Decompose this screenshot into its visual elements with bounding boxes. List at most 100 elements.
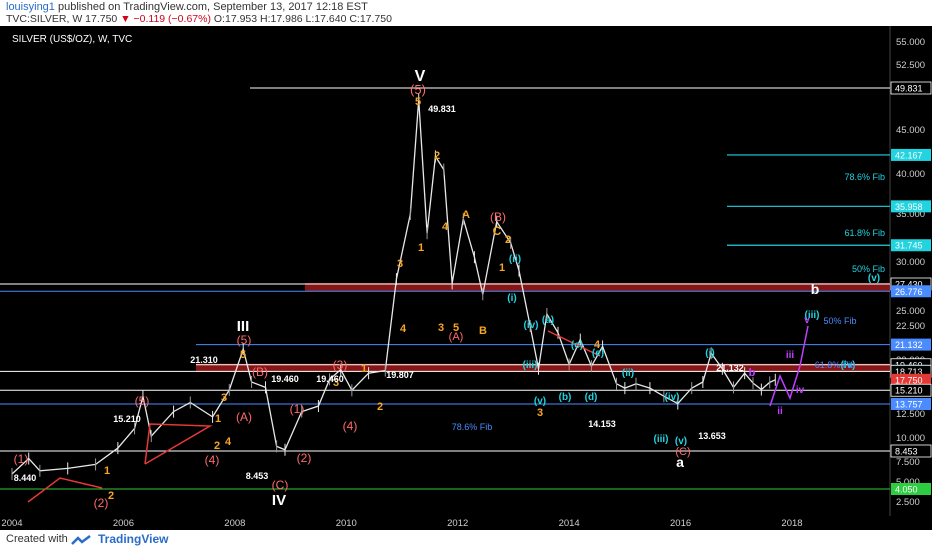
wave-label: 19.460 <box>271 374 299 384</box>
price-tag-bg <box>891 338 931 351</box>
created-with-label: Created with <box>6 533 68 545</box>
tradingview-brand[interactable]: TradingView <box>98 532 169 546</box>
price-tag-bg <box>890 444 932 458</box>
x-tick-label: 2016 <box>670 518 691 529</box>
wave-label: (ii) <box>622 368 634 379</box>
wave-label: 1 <box>361 363 367 375</box>
wave-label: (1) <box>14 452 29 466</box>
wave-label: 8.440 <box>14 473 37 483</box>
publish-line: louisying1 published on TradingView.com,… <box>6 1 368 13</box>
price-tag-label: 15.210 <box>895 386 923 396</box>
wave-label: 5 <box>453 322 459 334</box>
wave-label: 3 <box>397 258 403 270</box>
price-tag-bg <box>891 373 931 386</box>
wave-label: (B) <box>252 365 268 379</box>
price-tag-label: 42.167 <box>895 150 923 160</box>
chart-area[interactable]: SILVER (US$/OZ), W, TVC55.00052.50050.00… <box>0 26 932 530</box>
wave-label: 78.6% Fib <box>452 422 493 432</box>
price-tag-label: 17.750 <box>895 375 923 385</box>
wave-label: 4 <box>594 339 601 351</box>
x-tick-label: 2014 <box>559 518 580 529</box>
price-change: ▼ −0.119 (−0.67%) <box>120 13 211 25</box>
published-text: published on TradingView.com, September … <box>57 1 368 13</box>
wave-label: 21.132 <box>716 363 744 373</box>
wave-label: 4 <box>225 436 232 448</box>
wave-label: (4) <box>343 419 358 433</box>
y-tick-label: 5.000 <box>896 477 920 488</box>
wave-label: iii <box>786 350 795 361</box>
wave-label: (1) <box>290 402 305 416</box>
wave-label: (i) <box>507 293 516 304</box>
wave-label: b <box>749 367 756 379</box>
wave-label: (ii) <box>509 254 521 265</box>
wave-label: (2) <box>297 451 312 465</box>
x-tick-label: 2008 <box>224 518 245 529</box>
username-link[interactable]: louisying1 <box>6 1 55 13</box>
y-tick-label: 25.000 <box>896 306 925 317</box>
wave-label: 1 <box>499 262 505 274</box>
x-tick-label: 2012 <box>447 518 468 529</box>
symbol-label: TVC:SILVER, W <box>6 13 83 25</box>
wave-label: 50% Fib <box>852 264 885 274</box>
wave-label: (5) <box>410 82 426 97</box>
last-price: 17.750 <box>85 13 118 25</box>
wave-label: ii <box>777 406 783 417</box>
wave-label: B <box>479 325 487 337</box>
wave-label: (v) <box>868 273 880 284</box>
ohlc-values: O:17.953 H:17.986 L:17.640 C:17.750 <box>213 13 392 25</box>
wave-label: (a) <box>542 315 554 326</box>
projection-path <box>769 325 809 407</box>
wave-label: (iv) <box>524 320 539 331</box>
x-tick-label: 2018 <box>781 518 802 529</box>
price-tag-bg <box>891 148 931 161</box>
wave-label: 3 <box>221 392 227 404</box>
wave-label: (iv) <box>841 360 856 371</box>
wave-label: 2 <box>108 490 114 502</box>
wave-label: 50% Fib <box>823 316 856 326</box>
wave-label: III <box>237 318 250 335</box>
wave-label: v <box>804 315 810 326</box>
wave-label: 3 <box>333 377 339 389</box>
wave-label: 13.653 <box>698 431 726 441</box>
wave-label: 2 <box>434 150 440 162</box>
wave-label: (5) <box>135 394 150 408</box>
wave-label: (iii) <box>654 434 669 445</box>
wave-label: iv <box>796 385 805 396</box>
price-tag-bg <box>890 383 932 397</box>
price-tag-label: 18.713 <box>895 367 923 377</box>
price-tag-bg <box>891 398 931 410</box>
price-tag-bg <box>891 200 931 213</box>
resistance-zone-upper <box>305 283 890 291</box>
wave-label: (i) <box>705 348 714 359</box>
x-tick-label: 2004 <box>1 518 22 529</box>
wave-label: (A) <box>449 331 464 343</box>
y-tick-label: 12.500 <box>896 409 925 420</box>
wave-label: a <box>676 454 684 470</box>
wave-label: 2 <box>505 234 511 246</box>
resistance-zone-lower <box>196 363 890 372</box>
wave-label: V <box>415 68 426 85</box>
symbol-line: TVC:SILVER, W 17.750 ▼ −0.119 (−0.67%) O… <box>6 13 392 25</box>
wave-label: 1 <box>418 242 424 254</box>
price-tag-label: 35.958 <box>895 202 923 212</box>
wave-label: 19.460 <box>316 374 344 384</box>
wave-label: (3) <box>333 358 348 372</box>
wave-label: 19.807 <box>386 370 414 380</box>
price-tag-label: 21.132 <box>895 340 923 350</box>
wave-label: (iii) <box>523 360 538 371</box>
wave-label: (C) <box>675 446 690 458</box>
price-tag-label: 26.776 <box>895 287 923 297</box>
wave-label: 2 <box>214 440 220 452</box>
price-chart[interactable]: SILVER (US$/OZ), W, TVC55.00052.50050.00… <box>0 26 932 530</box>
wave-label: 5 <box>415 96 421 108</box>
x-tick-label: 2006 <box>113 518 134 529</box>
y-tick-label: 30.000 <box>896 257 925 268</box>
triangle-pattern-2005 <box>27 477 103 503</box>
wave-label: 3 <box>537 407 543 419</box>
wave-label: 15.210 <box>113 414 141 424</box>
y-tick-label: 22.500 <box>896 321 925 332</box>
chart-title: SILVER (US$/OZ), W, TVC <box>12 34 132 45</box>
wave-label: (v) <box>534 396 546 407</box>
price-tag-label: 4.050 <box>895 485 918 495</box>
wave-label: IV <box>272 492 286 509</box>
